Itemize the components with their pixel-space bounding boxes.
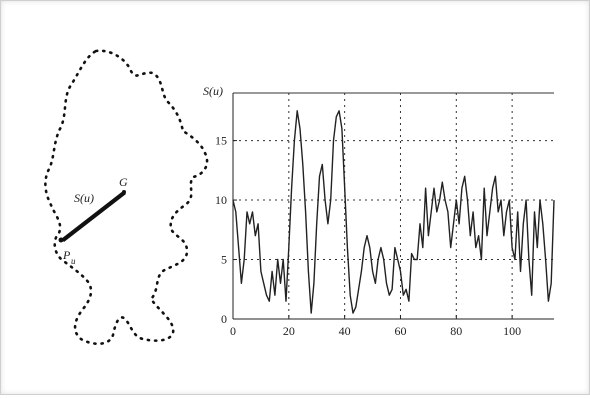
object-contour: [44, 49, 209, 346]
centroid-point: [122, 190, 126, 194]
x-tick-label: 60: [394, 324, 406, 338]
radius-line: [61, 191, 126, 242]
point-subscript: u: [71, 256, 76, 266]
series-line-s-u: [232, 110, 555, 314]
contour-point: [58, 237, 64, 243]
signature-plot: 0 20 40 60 80 100 0 5 10 15 S(u): [203, 84, 555, 338]
y-tick-label: 10: [215, 193, 227, 207]
grid: [233, 92, 554, 319]
x-tick-label: 40: [339, 324, 351, 338]
centroid-label: G: [119, 175, 128, 189]
x-tick-label: 20: [283, 324, 295, 338]
radius-label: S(u): [74, 191, 94, 205]
x-tick-label: 80: [450, 324, 462, 338]
x-ticks: 0 20 40 60 80 100: [230, 315, 521, 338]
x-tick-label: 0: [230, 324, 236, 338]
point-label: P: [62, 248, 71, 262]
y-axis-label: S(u): [203, 84, 223, 98]
object-contour-figure: S(u) G P u: [44, 49, 209, 346]
y-tick-label: 5: [221, 253, 227, 267]
y-ticks: 0 5 10 15: [215, 134, 237, 326]
y-tick-label: 15: [215, 134, 227, 148]
x-tick-label: 100: [503, 324, 521, 338]
y-tick-label: 0: [221, 312, 227, 326]
